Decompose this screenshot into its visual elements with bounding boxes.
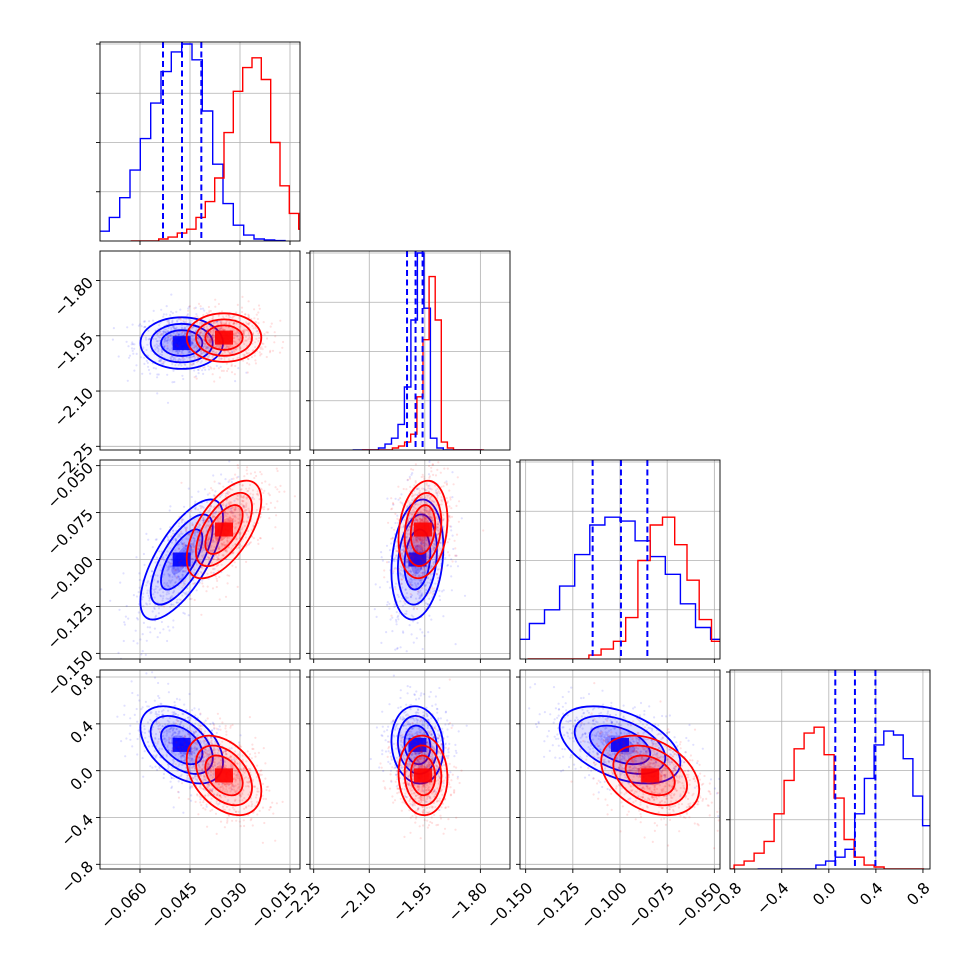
contour-series-1 — [600, 734, 701, 817]
density-core-series-1 — [414, 522, 432, 537]
panel-2-0 — [96, 459, 301, 663]
panel-frame — [729, 669, 931, 870]
panel-3-3 — [726, 669, 931, 873]
contour-series-0 — [149, 322, 214, 364]
contour-series-0 — [160, 724, 204, 766]
x-tick-label: −0.150 — [483, 879, 536, 932]
density-core-series-0 — [172, 737, 191, 752]
y-tick-label: −0.075 — [44, 506, 97, 559]
histogram-series-0 — [352, 252, 483, 450]
grid — [520, 670, 720, 869]
panel-frame — [309, 459, 511, 660]
contour-series-1 — [195, 744, 253, 807]
panel-3-1 — [306, 669, 511, 873]
y-tick-label: −0.4 — [58, 811, 97, 850]
grid — [100, 670, 300, 869]
y-tick-label: −0.125 — [44, 600, 97, 653]
x-tick-label: −0.060 — [97, 879, 150, 932]
grid — [310, 251, 510, 450]
panel-frame — [309, 669, 511, 870]
panel-1-1 — [306, 250, 511, 454]
density-core-series-1 — [215, 330, 233, 345]
panel-2-2 — [516, 459, 721, 663]
contour-series-1 — [624, 754, 676, 797]
contour-series-1 — [403, 744, 443, 807]
grid — [100, 460, 300, 659]
contour-series-0 — [390, 705, 445, 785]
x-tick-label: 0.8 — [903, 879, 933, 909]
panel-frame — [309, 250, 511, 451]
contour-series-1 — [409, 754, 437, 797]
x-tick-label: −0.125 — [530, 879, 583, 932]
contour-series-1 — [612, 744, 688, 807]
contour-series-0 — [390, 498, 445, 621]
contour-series-0 — [397, 513, 438, 606]
y-tick-label: 0.4 — [67, 717, 97, 747]
panel-2-1 — [306, 459, 511, 663]
density-core-series-1 — [641, 768, 660, 783]
contour-series-0 — [149, 715, 214, 775]
x-tick-label: −0.075 — [625, 879, 678, 932]
panel-frame — [99, 459, 301, 660]
x-tick-label: −0.4 — [753, 879, 792, 918]
contour-series-1 — [397, 734, 449, 817]
contour-series-1 — [185, 734, 263, 817]
panel-frame — [519, 669, 721, 870]
histogram-series-0 — [757, 730, 930, 869]
contour-series-1 — [409, 504, 437, 555]
x-tick-label: −2.10 — [334, 879, 380, 925]
contour-series-1 — [195, 491, 253, 568]
x-tick-label: 0.4 — [856, 879, 886, 909]
histogram-series-1 — [527, 516, 720, 659]
scatter-series-1 — [157, 712, 300, 844]
panel-frame — [99, 669, 301, 870]
panel-3-2 — [516, 669, 721, 873]
contour-series-1 — [403, 492, 443, 567]
contour-series-0 — [139, 498, 224, 621]
contour-series-1 — [204, 754, 244, 797]
histogram-series-1 — [730, 726, 925, 869]
panel-frame — [99, 41, 301, 242]
contour-series-1 — [204, 504, 244, 555]
y-tick-label: −2.10 — [51, 384, 97, 430]
contour-series-1 — [185, 312, 263, 363]
contour-series-0 — [149, 513, 214, 606]
panel-frame — [99, 250, 301, 451]
panel-0-0 — [96, 41, 301, 245]
panel-3-0 — [96, 669, 301, 873]
contour-series-1 — [397, 479, 449, 580]
contour-series-1 — [204, 324, 244, 351]
y-tick-label: −1.80 — [51, 274, 97, 320]
y-tick-label: 0.0 — [67, 764, 97, 794]
histogram-series-1 — [130, 57, 300, 241]
y-tick-label: −1.95 — [51, 329, 97, 375]
density-core-series-1 — [215, 522, 233, 537]
x-tick-label: −0.030 — [197, 879, 250, 932]
panel-1-0 — [96, 250, 301, 454]
x-tick-label: −1.95 — [389, 879, 435, 925]
panel-frame — [519, 459, 721, 660]
y-tick-label: −0.8 — [58, 858, 97, 897]
grid — [100, 42, 300, 241]
contour-series-0 — [160, 528, 204, 591]
contour-series-1 — [185, 479, 263, 580]
density-core-series-1 — [414, 768, 432, 783]
x-tick-label: −0.045 — [147, 879, 200, 932]
y-tick-label: −0.100 — [44, 553, 97, 606]
contour-series-1 — [195, 318, 253, 357]
grid — [100, 251, 300, 450]
scatter-series-0 — [528, 683, 720, 818]
x-tick-label: 0.0 — [809, 879, 839, 909]
x-tick-label: −0.100 — [577, 879, 630, 932]
contour-series-0 — [160, 329, 204, 357]
contour-series-0 — [558, 705, 682, 785]
density-core-series-1 — [215, 768, 233, 783]
grid — [730, 670, 930, 869]
contour-series-0 — [573, 715, 667, 775]
